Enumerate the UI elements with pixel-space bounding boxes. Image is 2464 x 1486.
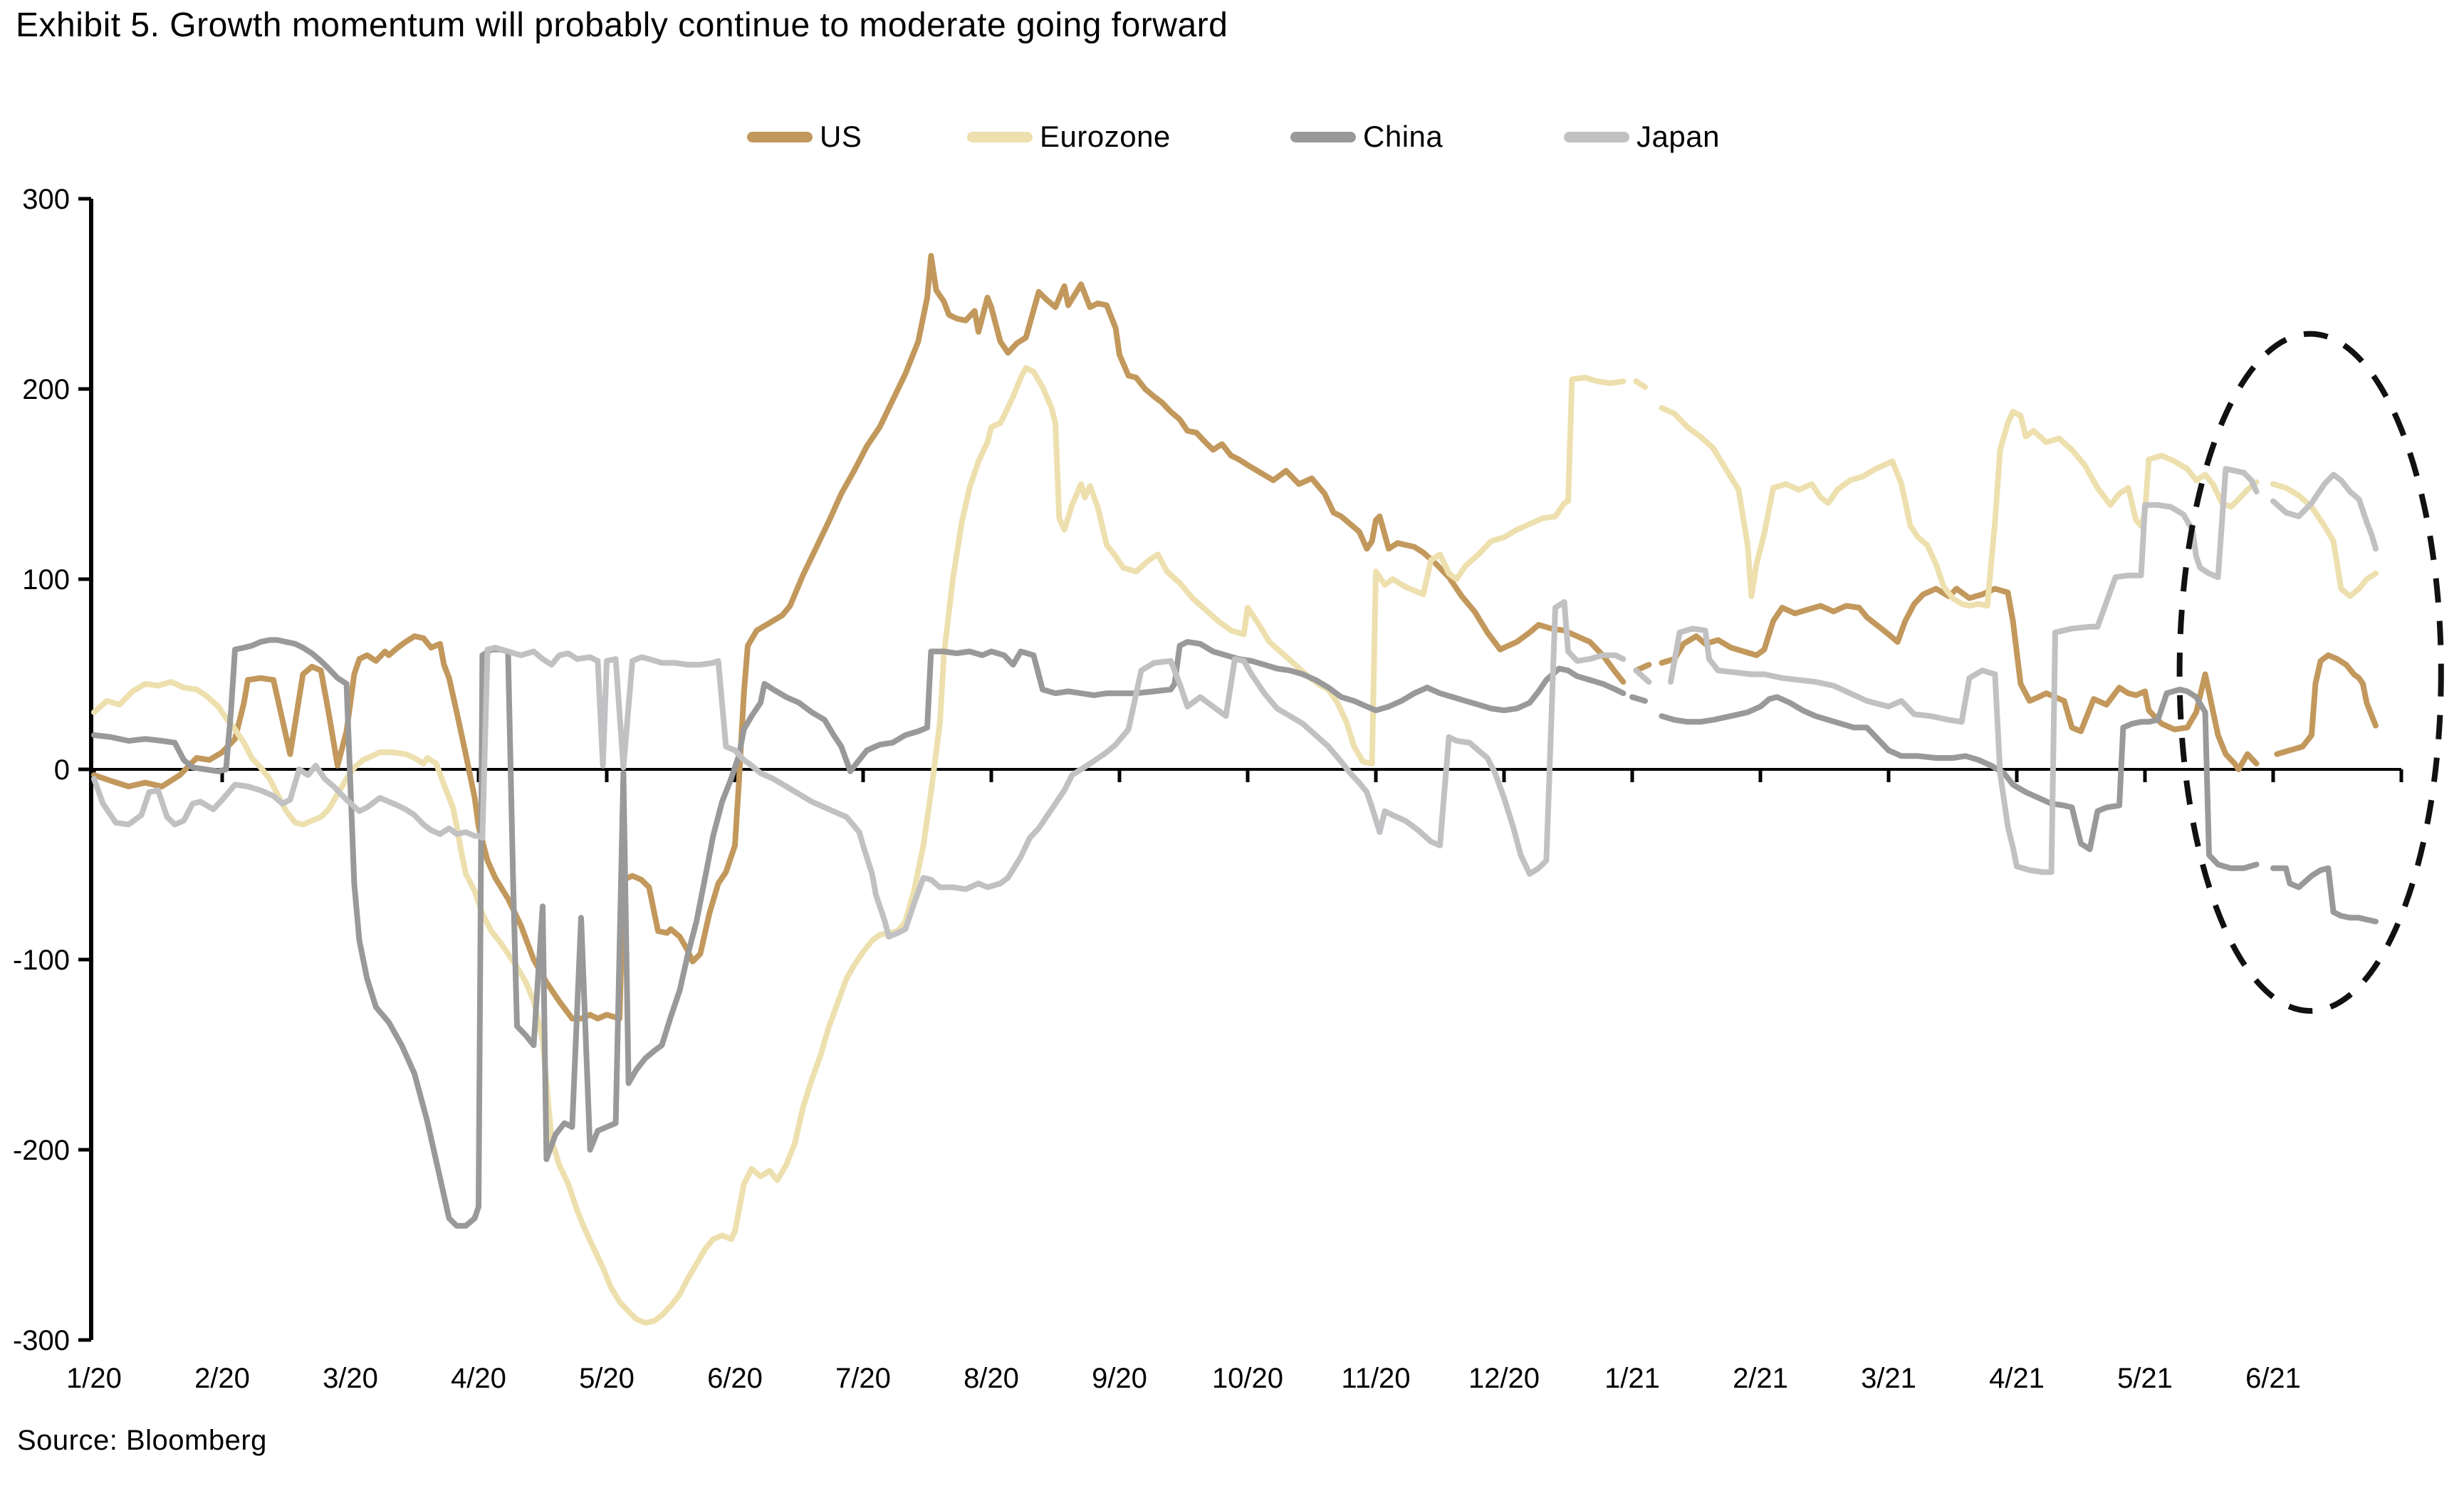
x-tick-label: 6/21 <box>2245 1363 2301 1394</box>
x-tick-label: 8/20 <box>964 1363 1019 1394</box>
x-tick-label: 4/21 <box>1989 1363 2045 1394</box>
legend-item-eurozone: Eurozone <box>967 120 1171 154</box>
y-tick-label: 100 <box>22 564 70 596</box>
legend-item-japan: Japan <box>1564 120 1720 154</box>
legend-item-china: China <box>1290 120 1443 154</box>
x-tick-label: 5/21 <box>2117 1363 2173 1394</box>
y-tick-label: -300 <box>13 1325 70 1356</box>
x-tick-label: 1/20 <box>66 1363 122 1394</box>
x-tick-label: 2/20 <box>194 1363 250 1394</box>
x-tick-label: 12/20 <box>1468 1363 1540 1394</box>
x-tick-label: 4/20 <box>451 1363 506 1394</box>
x-tick-label: 1/21 <box>1604 1363 1660 1394</box>
source-note: Source: Bloomberg <box>17 1425 267 1456</box>
series-line-japan <box>91 466 2379 940</box>
x-tick-label: 6/20 <box>707 1363 763 1394</box>
chart-title: Exhibit 5. Growth momentum will probably… <box>16 6 1228 44</box>
annotation-ellipse <box>2176 331 2444 1014</box>
series-line-eurozone <box>91 365 2379 1326</box>
legend-item-us: US <box>747 120 862 154</box>
y-tick-label: 300 <box>22 184 70 215</box>
x-tick-label: 5/20 <box>579 1363 635 1394</box>
x-tick-label: 3/21 <box>1861 1363 1916 1394</box>
x-tick-label: 7/20 <box>835 1363 891 1394</box>
x-tick-label: 11/20 <box>1341 1363 1410 1394</box>
legend-label-china: China <box>1363 120 1444 153</box>
legend-swatch-china <box>1290 131 1356 142</box>
x-tick-label: 10/20 <box>1212 1363 1283 1394</box>
legend-label-us: US <box>820 120 862 153</box>
y-tick-label: 0 <box>54 754 70 786</box>
y-tick-label: -100 <box>13 945 70 976</box>
x-tick-label: 9/20 <box>1092 1363 1147 1394</box>
x-tick-label: 3/20 <box>323 1363 378 1394</box>
x-tick-label: 2/21 <box>1733 1363 1788 1394</box>
legend-swatch-eurozone <box>967 131 1033 142</box>
legend-label-eurozone: Eurozone <box>1040 120 1171 153</box>
legend-label-japan: Japan <box>1636 120 1720 153</box>
series-line-us <box>91 253 2379 1022</box>
legend-swatch-us <box>747 131 813 142</box>
y-tick-label: 200 <box>22 374 70 405</box>
legend-swatch-japan <box>1564 131 1629 142</box>
y-tick-label: -200 <box>13 1135 70 1166</box>
series-line-china <box>91 637 2379 1229</box>
